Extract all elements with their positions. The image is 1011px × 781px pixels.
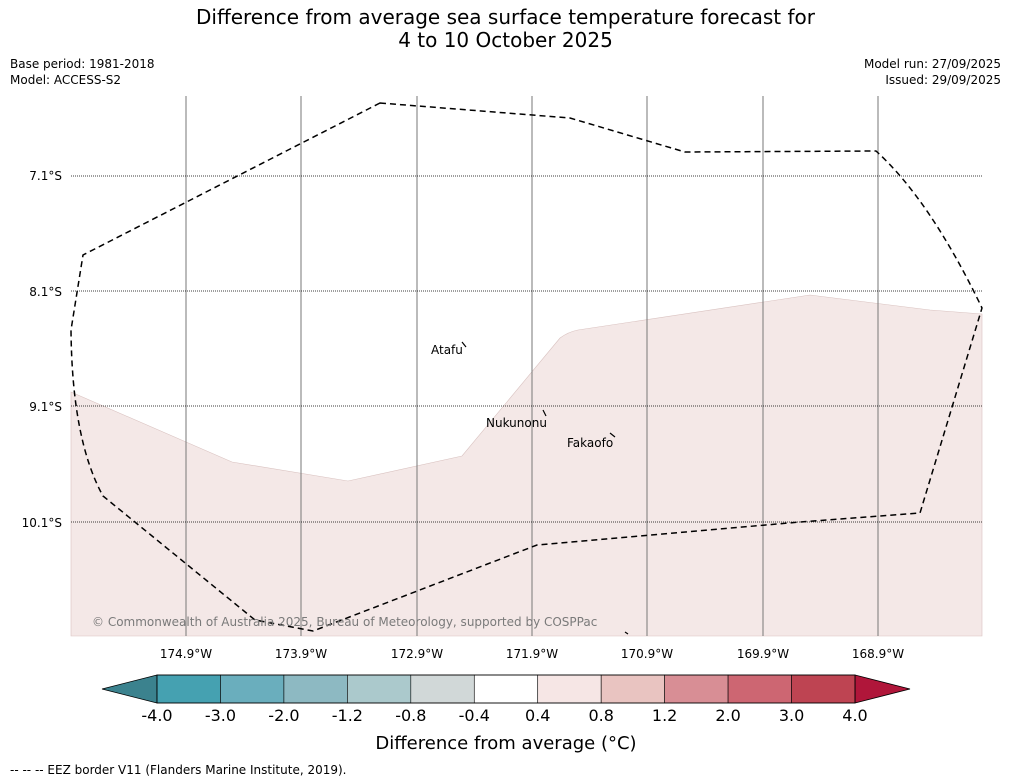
model-name: Model: ACCESS-S2 <box>10 73 122 87</box>
lat-label: 7.1°S <box>29 169 62 183</box>
colorbar-tick-label: 1.2 <box>652 706 677 725</box>
colorbar-segment <box>283 674 348 704</box>
colorbar-tick-label: 4.0 <box>842 706 867 725</box>
colorbar-segment <box>156 674 221 704</box>
lat-label: 8.1°S <box>29 285 62 299</box>
eez-footnote: -- -- -- EEZ border V11 (Flanders Marine… <box>10 763 347 777</box>
lon-label: 173.9°W <box>275 647 327 661</box>
colorbar-over-arrow <box>854 674 911 704</box>
colorbar-tick-label: 2.0 <box>715 706 740 725</box>
lon-label: 169.9°W <box>737 647 789 661</box>
place-label-nukunonu: Nukunonu <box>486 416 547 430</box>
colorbar-tick-label: -2.0 <box>268 706 299 725</box>
colorbar-segment <box>473 674 539 704</box>
colorbar-tick-label: 0.8 <box>588 706 613 725</box>
title-line-2: 4 to 10 October 2025 <box>398 28 613 52</box>
colorbar-segment <box>600 674 665 704</box>
colorbar-segment <box>791 674 856 704</box>
colorbar-segment <box>347 674 412 704</box>
place-label-fakaofo: Fakaofo <box>567 436 613 450</box>
colorbar-tick-label: 3.0 <box>779 706 804 725</box>
colorbar-under-arrow <box>101 674 158 704</box>
colorbar: -4.0 -3.0 -2.0 -1.2 -0.8 -0.4 0.4 0.8 1.2 2.0 3.0 4… <box>101 674 911 725</box>
anomaly-region <box>70 294 983 637</box>
colorbar-label: Difference from average (°C) <box>375 733 636 754</box>
lon-label: 174.9°W <box>160 647 212 661</box>
copyright-notice: © Commonwealth of Australia 2025, Bureau… <box>92 615 597 629</box>
lat-label: 10.1°S <box>22 516 62 530</box>
title-line-1: Difference from average sea surface temp… <box>195 5 815 29</box>
issued-date: Issued: 29/09/2025 <box>885 73 1001 87</box>
eez-border <box>70 102 983 632</box>
colorbar-outline <box>156 674 856 704</box>
meta-right: Model run: 27/09/2025 Issued: 29/09/2025 <box>864 56 1001 88</box>
base-period: Base period: 1981-2018 <box>10 57 155 71</box>
lon-label: 168.9°W <box>852 647 904 661</box>
fakaofo-atoll <box>609 432 616 438</box>
colorbar-segment <box>220 674 285 704</box>
colorbar-segment <box>664 674 729 704</box>
colorbar-tick-label: 0.4 <box>525 706 550 725</box>
colorbar-tick-label: -3.0 <box>205 706 236 725</box>
atafu-atoll <box>461 341 467 348</box>
lon-label: 171.9°W <box>506 647 558 661</box>
colorbar-segment <box>727 674 792 704</box>
colorbar-tick-label: -4.0 <box>141 706 172 725</box>
colorbar-tick-label: -0.8 <box>395 706 426 725</box>
colorbar-tick-label: -0.4 <box>459 706 490 725</box>
colorbar-tick-label: -1.2 <box>332 706 363 725</box>
model-run: Model run: 27/09/2025 <box>863 57 1001 71</box>
lon-label: 172.9°W <box>391 647 443 661</box>
place-label-atafu: Atafu <box>431 343 463 357</box>
swains-reef <box>624 631 629 635</box>
islands <box>461 341 629 635</box>
colorbar-segment <box>410 674 475 704</box>
map-title: Difference from average sea surface temp… <box>0 6 1011 52</box>
lon-label: 170.9°W <box>621 647 673 661</box>
meridian-lines <box>185 96 879 636</box>
nukunonu-atoll <box>542 409 547 417</box>
meta-left: Base period: 1981-2018 Model: ACCESS-S2 <box>10 56 155 88</box>
colorbar-segment <box>537 674 602 704</box>
lat-label: 9.1°S <box>29 400 62 414</box>
